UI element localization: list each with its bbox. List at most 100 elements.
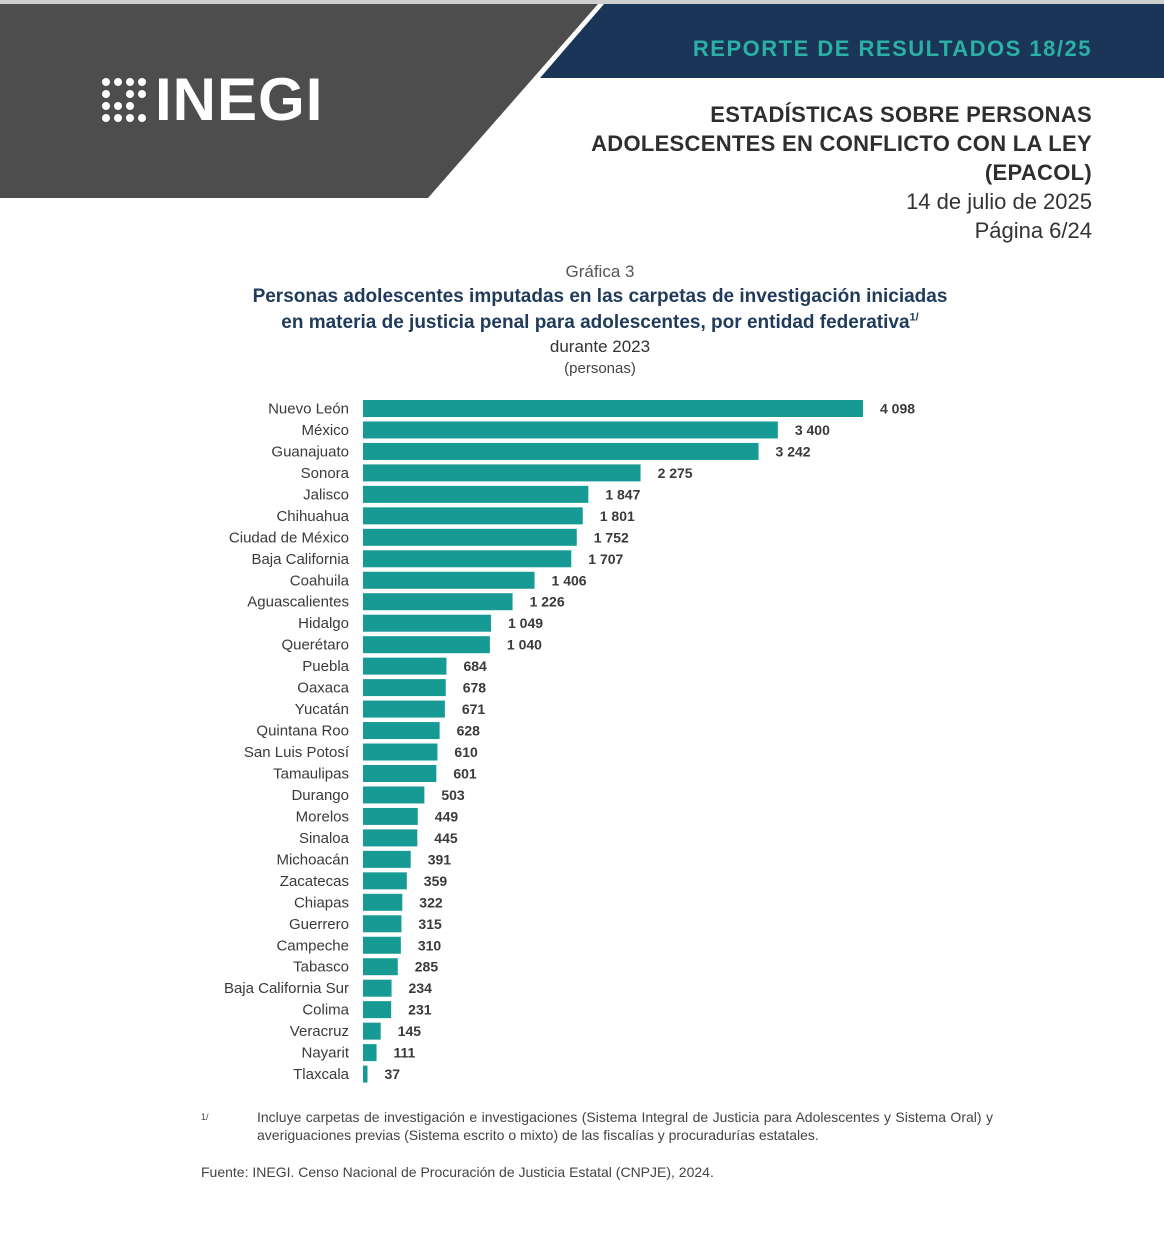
category-label: Ciudad de México <box>229 529 349 546</box>
bar <box>363 1065 368 1083</box>
chart-label: Gráfica 3 <box>565 262 635 281</box>
bar <box>363 679 446 697</box>
value-label: 449 <box>435 808 459 824</box>
category-label: Chiapas <box>294 894 349 911</box>
category-label: Nayarit <box>301 1045 349 1062</box>
bar <box>363 442 759 460</box>
value-label: 628 <box>457 723 481 739</box>
category-label: Sinaloa <box>299 830 350 847</box>
bar <box>363 764 437 782</box>
bar <box>363 786 425 804</box>
footnote-text: Incluye carpetas de investigación e inve… <box>257 1109 993 1143</box>
bar <box>363 1044 377 1062</box>
value-label: 1 226 <box>530 594 565 610</box>
bar <box>363 507 583 525</box>
category-label: Morelos <box>296 808 349 825</box>
bar <box>363 593 513 611</box>
bar <box>363 1022 381 1040</box>
chart-title-line-2-text: en materia de justicia penal para adoles… <box>281 312 910 333</box>
value-label: 1 847 <box>605 486 640 502</box>
category-label: Durango <box>291 787 349 804</box>
bar <box>363 958 398 976</box>
value-label: 2 275 <box>658 465 693 481</box>
value-label: 359 <box>424 873 448 889</box>
category-label: México <box>301 422 349 439</box>
category-label: Tabasco <box>293 959 349 976</box>
footnote: 1/ Incluye carpetas de investigación e i… <box>201 1108 993 1144</box>
value-label: 671 <box>462 701 486 717</box>
report-banner: REPORTE DE RESULTADOS 18/25 <box>692 36 1092 61</box>
value-label: 601 <box>453 765 477 781</box>
inegi-logo: INEGI <box>102 66 324 133</box>
category-label: Tlaxcala <box>293 1066 350 1083</box>
source-suffix: ), 2024. <box>666 1164 714 1180</box>
category-label: Veracruz <box>290 1023 349 1040</box>
category-label: Coahuila <box>290 572 350 589</box>
bar <box>363 915 402 933</box>
source-org: INEGI <box>252 1164 291 1180</box>
value-label: 3 400 <box>795 422 830 438</box>
chart-title-line-2: en materia de justicia penal para adoles… <box>0 310 1164 336</box>
category-label: Oaxaca <box>297 680 349 697</box>
value-label: 445 <box>434 830 458 846</box>
category-label: Zacatecas <box>280 873 349 890</box>
value-label: 145 <box>398 1023 422 1039</box>
bar <box>363 700 445 718</box>
header-gray-band <box>0 4 598 198</box>
value-label: 4 098 <box>880 401 915 417</box>
chart-title-footnote-mark: 1/ <box>909 311 919 324</box>
category-label: Guerrero <box>289 916 349 933</box>
bar <box>363 400 863 417</box>
chart-title-line-1: Personas adolescentes imputadas en las c… <box>252 286 948 307</box>
bar <box>363 743 438 761</box>
bar <box>363 1001 392 1019</box>
chart-unit: (personas) <box>564 360 636 377</box>
category-label: Quintana Roo <box>256 723 349 740</box>
source-note: Fuente: INEGI. Censo Nacional de Procura… <box>201 1164 714 1180</box>
value-label: 1 049 <box>508 615 543 631</box>
top-rule <box>0 0 1164 4</box>
value-label: 1 752 <box>594 529 629 545</box>
category-label: Yucatán <box>295 701 349 718</box>
category-label: Guanajuato <box>271 443 349 460</box>
header-background <box>0 4 1164 198</box>
category-label: Baja California Sur <box>224 980 349 997</box>
bar <box>363 614 491 632</box>
category-label: San Luis Potosí <box>244 744 350 761</box>
bar <box>363 421 778 439</box>
bar <box>363 657 447 675</box>
value-label: 503 <box>441 787 465 803</box>
category-label: Campeche <box>276 937 349 954</box>
bar <box>363 571 535 589</box>
value-label: 234 <box>409 980 433 996</box>
inegi-logo-dots-icon <box>102 77 147 123</box>
bar-chart: Nuevo León 4 098 México 3 400 Guanajuato 3 24… <box>224 400 915 1083</box>
value-label: 1 040 <box>507 637 542 653</box>
value-label: 231 <box>408 1002 432 1018</box>
bar <box>363 722 440 740</box>
value-label: 610 <box>454 744 478 760</box>
value-label: 3 242 <box>776 443 811 459</box>
chart-heading: Gráfica 3 Personas adolescentes imputada… <box>0 260 1164 380</box>
value-label: 391 <box>428 851 452 867</box>
source-prefix: Fuente: <box>201 1164 249 1180</box>
source-abbr: CNPJE <box>620 1164 667 1180</box>
logo-text: INEGI <box>155 66 324 133</box>
header-navy-band <box>540 4 1164 78</box>
category-label: Michoacán <box>276 851 349 868</box>
report-info: ESTADÍSTICAS SOBRE PERSONAS ADOLESCENTES… <box>591 100 1092 245</box>
bar <box>363 550 572 568</box>
report-date: 14 de julio de 2025 <box>906 189 1092 214</box>
bar <box>363 807 418 825</box>
value-label: 315 <box>418 916 442 932</box>
value-label: 684 <box>463 658 487 674</box>
category-label: Chihuahua <box>276 508 349 525</box>
category-label: Puebla <box>302 658 349 675</box>
value-label: 285 <box>415 959 439 975</box>
category-label: Baja California <box>251 551 349 568</box>
bar <box>363 979 392 997</box>
source-text: . Censo Nacional de Procuración de Justi… <box>290 1164 621 1180</box>
bar <box>363 850 411 868</box>
category-label: Querétaro <box>281 637 349 654</box>
value-label: 678 <box>463 680 487 696</box>
